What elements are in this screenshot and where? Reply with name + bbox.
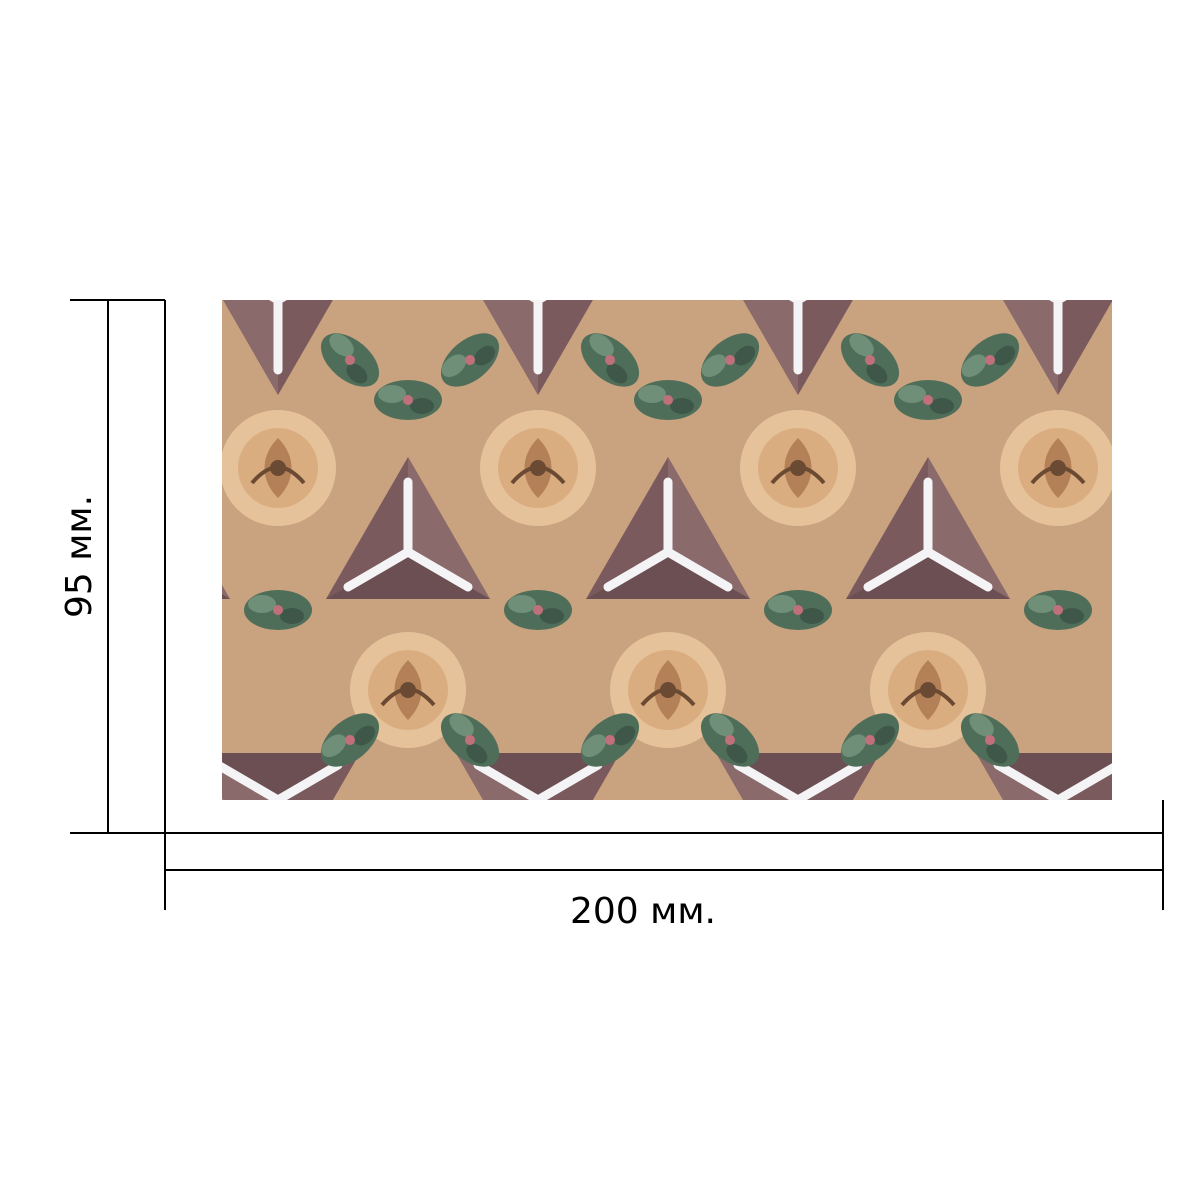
height-dimension [70, 299, 166, 834]
pattern-panel [222, 300, 1112, 800]
width-dimension [164, 800, 1164, 910]
height-label: 95 мм. [59, 494, 100, 618]
width-label: 200 мм. [570, 891, 716, 932]
